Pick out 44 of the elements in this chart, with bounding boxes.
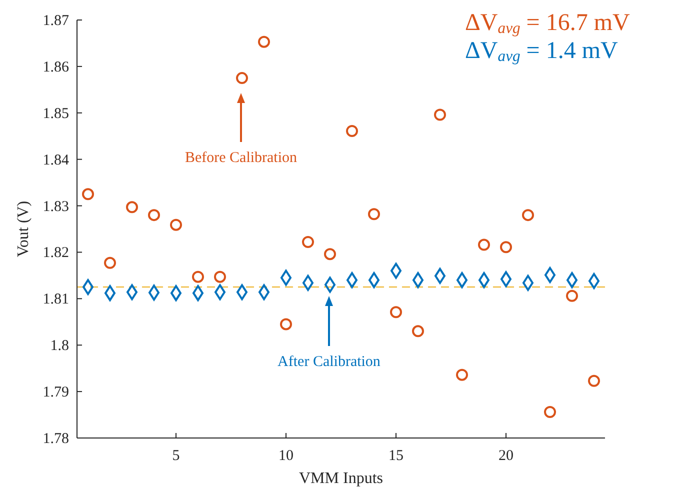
point: [346, 125, 358, 137]
y-tick-label: 1.81: [42, 292, 69, 308]
x-tick-label: 5: [172, 448, 180, 464]
point: [126, 201, 138, 214]
point: [390, 306, 402, 318]
point: [170, 218, 182, 231]
point: [566, 290, 578, 302]
point: [214, 270, 226, 283]
point: [522, 209, 534, 222]
point: [258, 36, 270, 48]
y-axis-title: Vout (V): [15, 200, 32, 258]
x-tick-label: 15: [388, 448, 404, 464]
point: [104, 256, 116, 269]
point: [368, 208, 380, 220]
y-tick-label: 1.79: [42, 384, 69, 401]
annotation: After Calibration: [278, 354, 381, 370]
annotation: ΔV$_{avg}$ = 16.7 mV: [465, 10, 630, 38]
annotation: Before Calibration: [184, 150, 298, 166]
point: [588, 374, 600, 387]
point: [478, 238, 490, 251]
y-tick-label: 1.87: [42, 13, 70, 29]
point: [456, 368, 468, 381]
x-tick-label: 20: [498, 448, 514, 464]
x-tick-label: 10: [278, 448, 294, 464]
y-tick-label: 1.83: [42, 198, 69, 215]
point: [434, 108, 446, 121]
y-tick-label: 1.84: [42, 152, 70, 168]
x-axis-title: VMM Inputs: [298, 470, 384, 487]
point: [148, 209, 160, 222]
point: [500, 241, 512, 254]
y-tick-label: 1.78: [42, 431, 69, 447]
point: [192, 270, 204, 283]
point: [236, 72, 248, 84]
point: [280, 318, 292, 330]
y-tick-label: 1.8: [50, 338, 69, 354]
point: [302, 236, 314, 248]
annotation: ΔV$_{avg}$ = 1.4 mV: [465, 38, 618, 66]
y-tick-label: 1.85: [42, 106, 69, 122]
point: [544, 406, 556, 418]
y-tick-label: 1.86: [42, 59, 70, 76]
point: [82, 188, 94, 200]
point: [324, 248, 336, 260]
y-tick-label: 1.82: [42, 245, 69, 262]
point: [412, 325, 424, 338]
